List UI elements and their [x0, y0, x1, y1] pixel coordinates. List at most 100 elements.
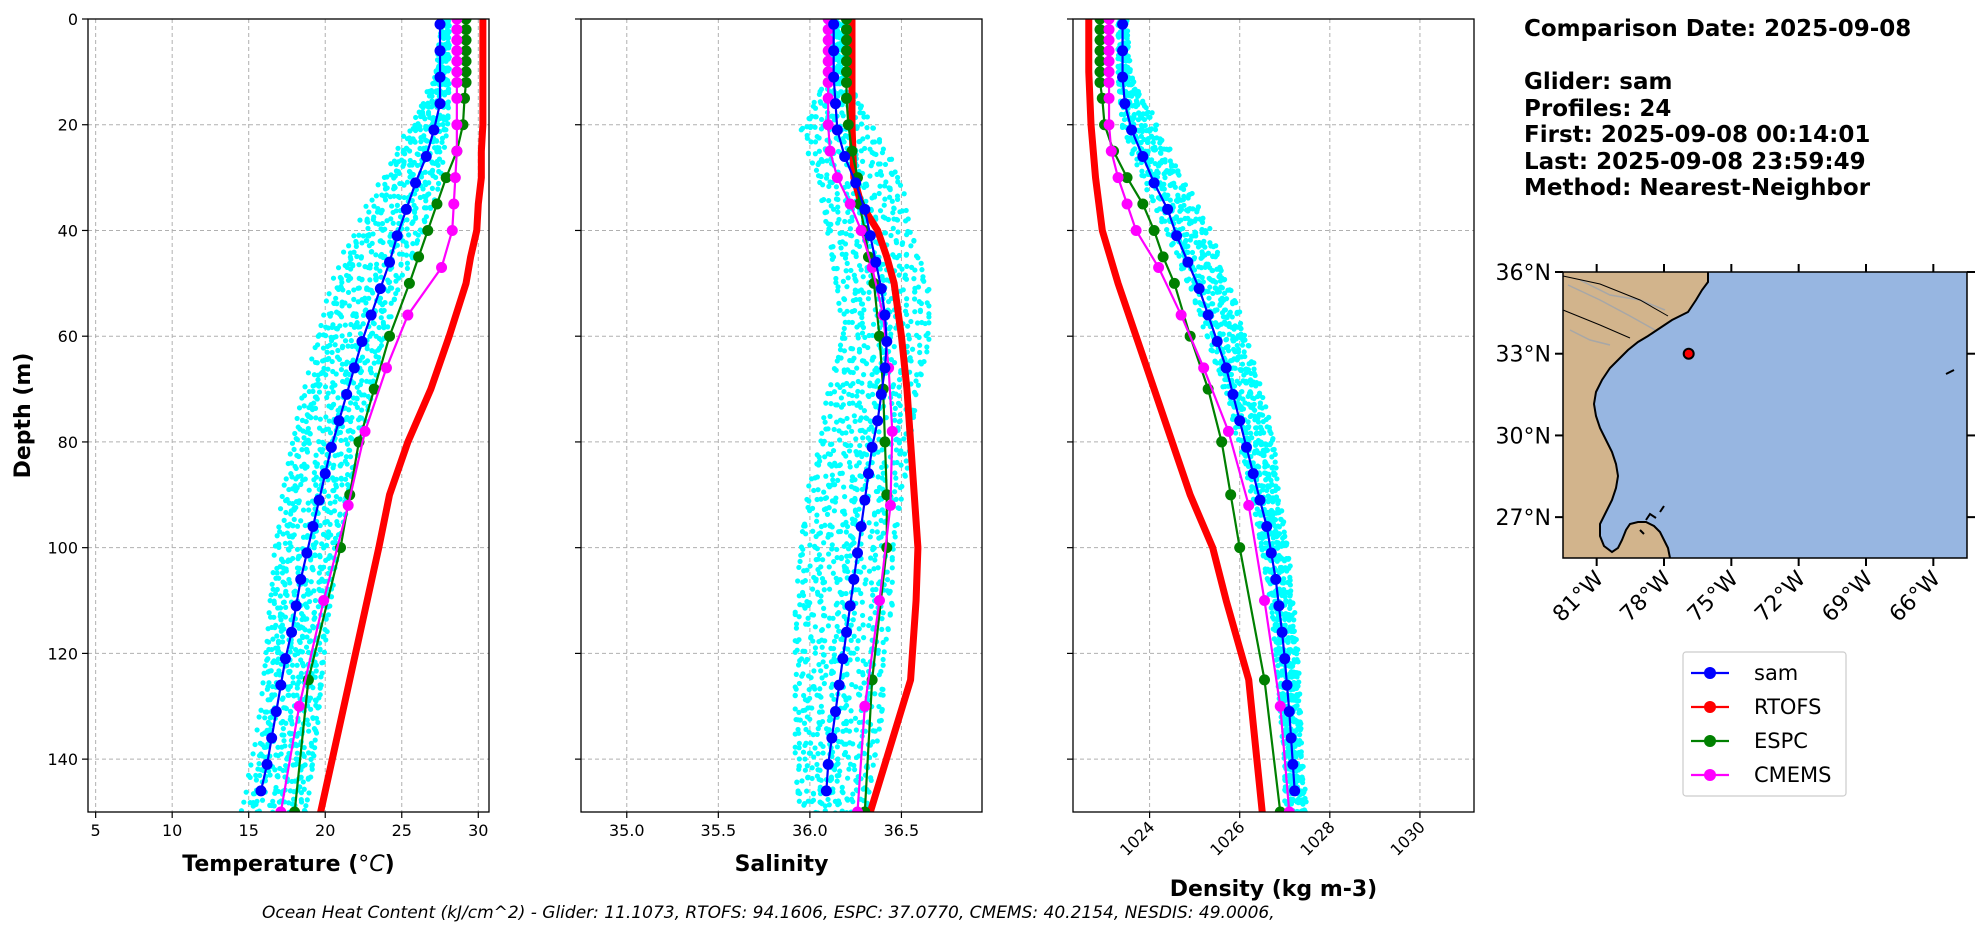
- glider-profile-point: [375, 182, 381, 188]
- glider-profile-point: [814, 761, 820, 768]
- glider-profile-point: [823, 400, 829, 406]
- glider-profile-point: [809, 586, 816, 592]
- glider-profile-point: [818, 100, 824, 106]
- glider-profile-point: [331, 508, 338, 514]
- glider-profile-point: [857, 417, 863, 423]
- glider-profile-point: [866, 289, 872, 295]
- glider-profile-point: [879, 626, 885, 632]
- glider-profile-point: [1243, 430, 1250, 436]
- glider-profile-point: [429, 104, 435, 110]
- glider-profile-point: [445, 35, 452, 41]
- glider-profile-point: [339, 343, 346, 349]
- series-marker-espc: [841, 34, 853, 46]
- series-marker-cmems: [446, 224, 458, 236]
- glider-profile-point: [364, 232, 370, 239]
- series-marker-sam: [307, 521, 319, 533]
- glider-profile-point: [311, 610, 317, 616]
- glider-profile-point: [364, 358, 371, 364]
- glider-profile-point: [310, 388, 316, 394]
- x-tick-label: 35.5: [701, 821, 737, 840]
- glider-profile-point: [845, 775, 851, 781]
- glider-profile-point: [290, 680, 296, 686]
- glider-profile-point: [822, 814, 827, 819]
- glider-profile-point: [857, 569, 864, 575]
- glider-profile-point: [318, 682, 324, 688]
- glider-profile-point: [882, 230, 889, 236]
- glider-profile-point: [841, 484, 847, 490]
- glider-profile-point: [319, 449, 325, 455]
- glider-profile-point: [1205, 288, 1211, 295]
- glider-profile-point: [903, 252, 909, 258]
- glider-profile-point: [869, 332, 876, 339]
- glider-profile-point: [844, 415, 850, 422]
- series-marker-sam: [859, 494, 871, 506]
- glider-profile-point: [1125, 53, 1131, 59]
- glider-profile-point: [841, 348, 848, 354]
- glider-profile-point: [321, 649, 328, 655]
- glider-profile-point: [904, 296, 910, 302]
- glider-profile-point: [334, 326, 341, 332]
- glider-profile-point: [275, 814, 280, 819]
- glider-profile-point: [831, 558, 837, 565]
- glider-profile-point: [257, 772, 263, 779]
- glider-profile-point: [283, 588, 289, 594]
- series-marker-cmems: [380, 362, 392, 374]
- x-tick-label: 20: [315, 821, 335, 840]
- glider-profile-point: [801, 801, 808, 807]
- glider-profile-point: [829, 546, 835, 552]
- glider-profile-point: [818, 523, 825, 530]
- glider-profile-point: [404, 243, 410, 249]
- series-marker-espc: [881, 542, 893, 554]
- glider-profile-point: [820, 557, 826, 563]
- glider-profile-point: [359, 240, 365, 246]
- glider-profile-point: [827, 390, 834, 397]
- glider-profile-point: [804, 599, 810, 605]
- glider-profile-point: [796, 680, 802, 687]
- glider-profile-point: [391, 193, 397, 199]
- x-axis-label-part: ): [385, 852, 395, 877]
- glider-profile-point: [304, 412, 310, 418]
- glider-profile-point: [287, 683, 293, 690]
- glider-profile-point: [388, 172, 394, 178]
- glider-profile-point: [844, 133, 850, 139]
- glider-profile-point: [346, 243, 352, 249]
- glider-profile-point: [883, 636, 889, 642]
- glider-profile-point: [360, 312, 367, 318]
- glider-profile-point: [872, 610, 878, 616]
- glider-profile-point: [278, 556, 285, 562]
- glider-profile-point: [792, 744, 798, 750]
- glider-profile-point: [303, 803, 309, 809]
- series-marker-sam: [859, 203, 871, 215]
- glider-profile-point: [270, 586, 276, 592]
- glider-profile-point: [324, 507, 330, 513]
- glider-profile-point: [801, 720, 808, 726]
- glider-profile-point: [821, 540, 827, 546]
- glider-profile-point: [857, 449, 863, 456]
- glider-profile-point: [816, 661, 822, 668]
- glider-profile-point: [828, 776, 835, 782]
- glider-profile-point: [404, 179, 411, 185]
- glider-profile-point: [880, 692, 886, 698]
- glider-profile-point: [839, 784, 845, 790]
- glider-profile-point: [863, 661, 869, 668]
- glider-profile-point: [310, 685, 316, 691]
- glider-profile-point: [812, 745, 818, 751]
- glider-profile-point: [309, 356, 315, 362]
- glider-profile-point: [891, 411, 897, 418]
- glider-profile-point: [1250, 460, 1256, 466]
- series-marker-sam: [828, 19, 840, 30]
- glider-profile-point: [299, 447, 305, 453]
- glider-profile-point: [345, 343, 351, 349]
- glider-profile-point: [862, 581, 868, 587]
- glider-profile-point: [918, 372, 924, 378]
- glider-profile-point: [835, 204, 841, 210]
- glider-profile-point: [835, 288, 841, 294]
- glider-profile-point: [835, 477, 841, 483]
- glider-profile-point: [859, 158, 866, 164]
- glider-profile-point: [301, 393, 308, 399]
- glider-profile-point: [818, 777, 824, 783]
- glider-profile-point: [844, 308, 850, 314]
- glider-profile-point: [873, 521, 879, 527]
- glider-profile-point: [436, 156, 443, 162]
